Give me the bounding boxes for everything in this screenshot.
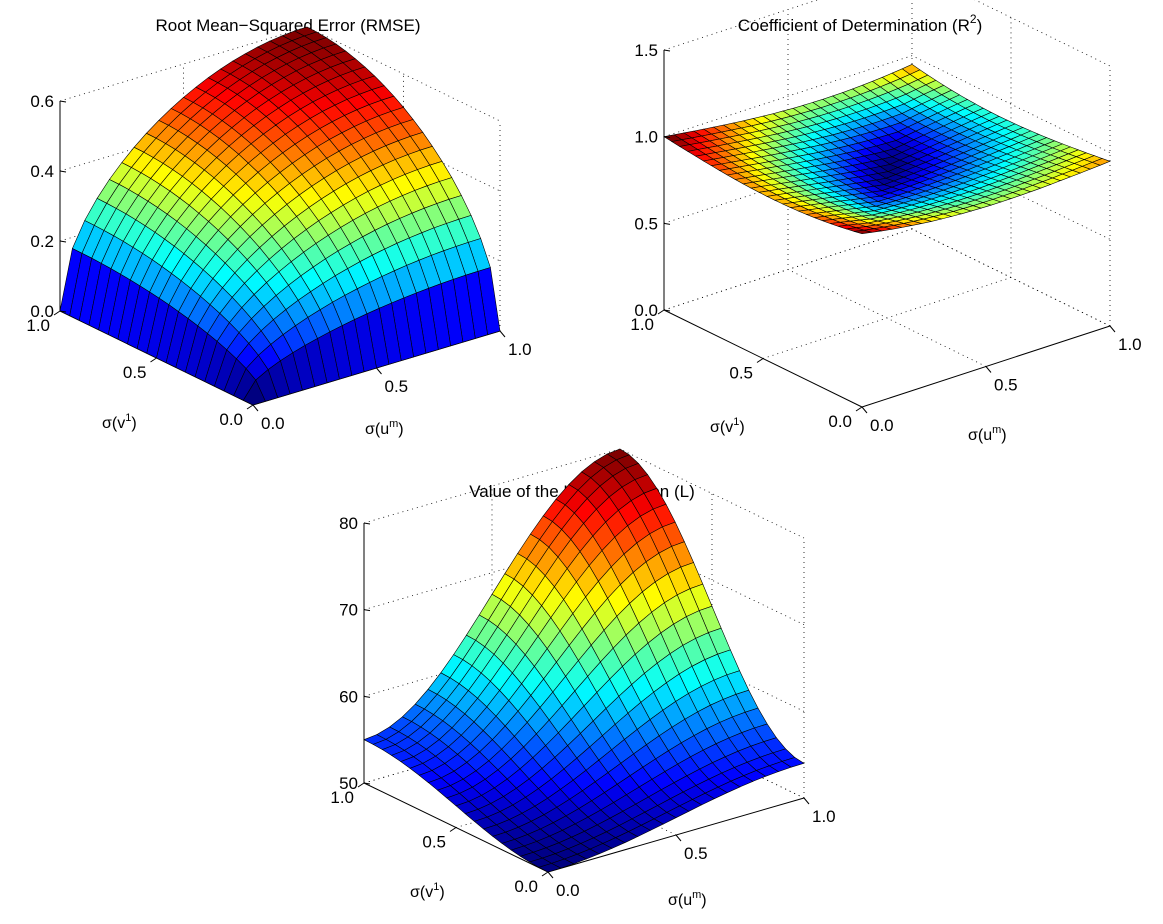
surface-mesh — [363, 448, 805, 873]
rmse-surface-chart: Root Mean−Squared Error (RMSE) 0.0 0.2 0.4… — [26, 16, 531, 438]
y-tick — [246, 404, 254, 410]
z-tick — [363, 522, 371, 525]
z-tick-label: 1.5 — [634, 41, 658, 60]
x-gridline — [787, 9, 987, 367]
z-tick-label: 0.4 — [30, 162, 54, 181]
y-tick-label: 0.0 — [828, 412, 852, 431]
x-tick-label: 1.0 — [1118, 335, 1142, 354]
x-tick-label: 0.0 — [556, 881, 580, 900]
x-tick — [803, 797, 810, 805]
x-tick — [547, 871, 554, 879]
y-tick-label: 0.0 — [514, 877, 538, 896]
z-tick — [59, 240, 67, 243]
x-tick-label: 1.0 — [812, 807, 836, 826]
z-tick-label: 0.5 — [634, 214, 658, 233]
z-tick — [59, 100, 67, 103]
y-axis-label: σ(v1) — [410, 881, 445, 901]
z-tick-label: 70 — [339, 601, 358, 620]
x-axis-label: σ(um) — [365, 418, 404, 438]
x-axis-label: σ(um) — [668, 889, 707, 909]
y-axis-label: σ(v1) — [710, 416, 745, 436]
y-tick-label: 0.5 — [422, 833, 446, 852]
y-tick — [357, 782, 365, 788]
y-tick — [756, 358, 764, 363]
z-tick-label: 80 — [339, 514, 358, 533]
z-tick — [663, 309, 671, 312]
tick-labels: 0.00.51.01.50.00.51.00.00.51.0 — [630, 41, 1141, 435]
surface-mesh — [663, 63, 1111, 235]
z-tick — [663, 49, 671, 52]
z-tick — [663, 222, 671, 225]
z-tick — [59, 170, 67, 173]
y-tick-label: 1.0 — [26, 316, 50, 335]
surface-facet — [242, 379, 266, 406]
y-tick-label: 1.0 — [330, 788, 354, 807]
z-gridline — [663, 55, 1111, 154]
z-tick — [363, 695, 371, 698]
x-tick — [1109, 325, 1116, 333]
x-tick-label: 1.0 — [508, 340, 532, 359]
tick-labels: 50 60 70 80 0.0 0.5 1.0 0.0 0.5 1.0 — [330, 514, 835, 900]
x-tick — [675, 834, 682, 842]
z-tick — [363, 609, 371, 612]
surface-facet — [854, 229, 872, 235]
surface-mesh — [59, 26, 501, 406]
surface-facet — [538, 863, 562, 873]
z-tick-label: 0.6 — [30, 92, 54, 111]
chart-title: Root Mean−Squared Error (RMSE) — [155, 16, 420, 35]
y-gridline — [762, 17, 1012, 359]
loss-surface-chart: Value of the Loss Function (L) 506070800… — [330, 448, 836, 909]
y-tick — [855, 406, 863, 412]
x-tick — [499, 330, 506, 338]
y-tick — [449, 827, 457, 832]
x-tick-label: 0.5 — [684, 844, 708, 863]
y-tick — [150, 357, 157, 363]
x-axis-label: σ(um) — [968, 424, 1007, 444]
y-axis-label: σ(v1) — [102, 412, 137, 432]
z-tick-label: 60 — [339, 687, 358, 706]
chart-title: Coefficient of Determination (R2) — [738, 12, 982, 35]
y-tick-label: 0.5 — [123, 363, 147, 382]
r2-surface-chart: Coefficient of Determination (R2) 0.0 0.5… — [630, 0, 1142, 444]
x-tick — [252, 404, 259, 412]
z-tick-label: 1.0 — [634, 128, 658, 147]
z-gridline — [663, 228, 1111, 327]
x-tick — [861, 406, 868, 414]
x-tick — [376, 367, 382, 375]
x-tick-label: 0.0 — [870, 416, 894, 435]
z-tick — [363, 782, 371, 785]
x-tick — [985, 366, 992, 373]
z-tick-label: 0.2 — [30, 232, 54, 251]
x-tick-label: 0.0 — [261, 414, 285, 433]
y-tick-label: 1.0 — [630, 315, 654, 334]
z-tick-label: 0.0 — [30, 302, 54, 321]
z-tick-label: 50 — [339, 774, 358, 793]
x-tick-label: 0.5 — [994, 376, 1018, 395]
z-tick-label: 0.0 — [634, 301, 658, 320]
y-tick — [541, 871, 549, 877]
y-tick-label: 0.0 — [219, 410, 243, 429]
z-gridline — [59, 26, 501, 122]
y-tick-label: 0.5 — [729, 364, 753, 383]
y-tick — [657, 309, 665, 315]
z-tick — [59, 310, 67, 313]
z-tick — [663, 136, 671, 139]
y-tick — [53, 310, 61, 316]
tick-labels: 0.00.20.40.60.00.51.00.00.51.0 — [26, 92, 531, 433]
x-tick-label: 0.5 — [385, 377, 409, 396]
